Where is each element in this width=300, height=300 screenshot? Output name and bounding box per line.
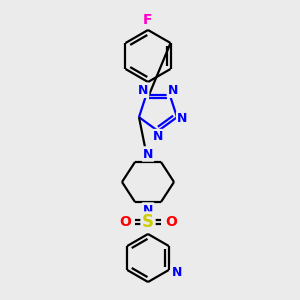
Text: O: O	[165, 215, 177, 229]
Text: N: N	[177, 112, 188, 125]
Text: N: N	[168, 84, 178, 97]
Text: S: S	[142, 213, 154, 231]
Text: N: N	[143, 203, 153, 217]
Text: F: F	[143, 13, 153, 27]
Text: N: N	[138, 84, 148, 97]
Text: N: N	[143, 148, 153, 160]
Text: N: N	[153, 130, 163, 143]
Text: N: N	[172, 266, 182, 278]
Text: O: O	[119, 215, 131, 229]
